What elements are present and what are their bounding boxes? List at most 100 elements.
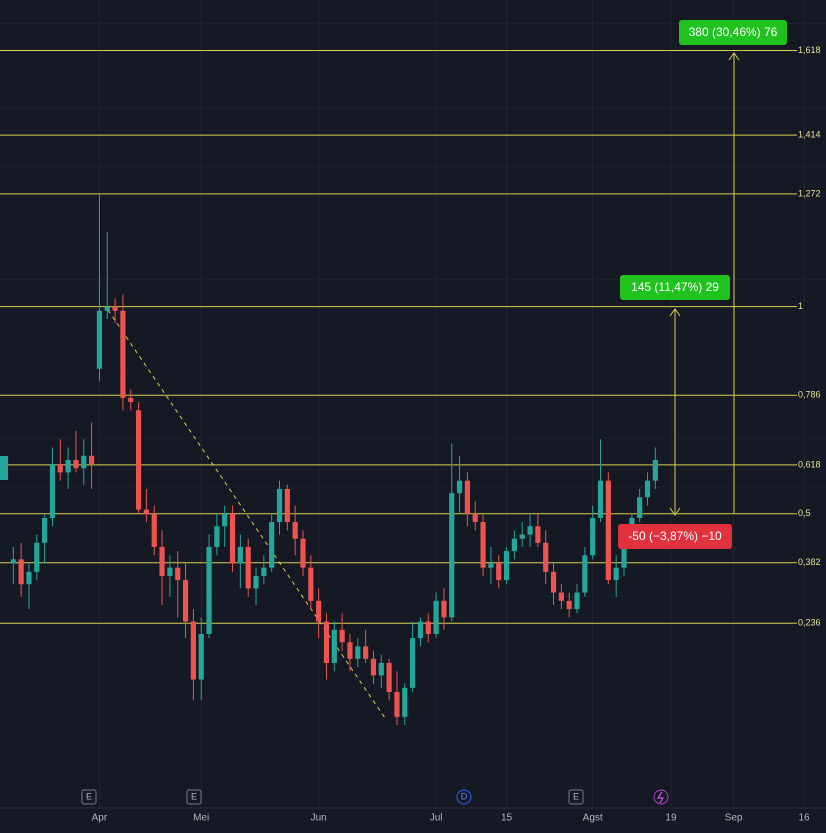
candle-body <box>190 621 196 680</box>
event-marker: E <box>86 791 92 801</box>
candle-body <box>339 629 345 643</box>
candle-body <box>355 646 361 659</box>
candle-body <box>652 459 658 481</box>
fib-label: 0,786 <box>798 390 821 400</box>
candle-body <box>605 480 611 581</box>
x-tick-label: 15 <box>501 813 513 824</box>
candle-body <box>503 551 510 581</box>
candle-body <box>159 546 165 576</box>
x-tick-label: Jul <box>430 813 443 824</box>
x-tick-label: Mei <box>193 813 209 824</box>
annotation-box <box>679 20 787 45</box>
event-marker: D <box>461 791 468 801</box>
x-tick-label: Sep <box>725 813 743 824</box>
candle-body <box>128 397 134 402</box>
x-tick-label: 19 <box>665 813 677 824</box>
candle-body <box>18 559 24 585</box>
candle-body <box>42 517 48 543</box>
candle-body <box>488 563 494 568</box>
candle-body <box>441 600 447 618</box>
candle-body <box>456 480 463 494</box>
candle-body <box>417 621 424 639</box>
candle-body <box>182 580 189 622</box>
candle-body <box>386 662 392 692</box>
candle-body <box>621 534 627 568</box>
candle-body <box>81 455 87 469</box>
fib-label: 0,5 <box>798 508 811 518</box>
candle-body <box>566 600 572 610</box>
candle-body <box>496 563 502 581</box>
candle-body <box>597 480 604 518</box>
candle-body <box>292 522 298 539</box>
candle-body <box>10 559 16 564</box>
candle-body <box>316 600 322 622</box>
candle-body <box>104 306 110 311</box>
candle-body <box>590 517 596 556</box>
candle-body <box>198 633 204 680</box>
candle-body <box>175 567 181 581</box>
candle-body <box>363 646 369 659</box>
candle-body <box>637 497 643 518</box>
fib-label: 1 <box>798 301 803 311</box>
candle-body <box>543 542 549 572</box>
candle-body <box>151 513 157 547</box>
candle-body <box>167 567 173 576</box>
candle-body <box>135 410 142 510</box>
candle-body <box>347 642 353 659</box>
candle-body <box>519 534 525 539</box>
annotation: 145 (11,47%) 29 <box>631 280 719 294</box>
candle-body <box>410 638 416 688</box>
candle-body <box>49 464 56 518</box>
fib-label: 1,272 <box>798 188 821 198</box>
candle-body <box>464 480 471 514</box>
candle-body <box>574 592 580 610</box>
candle-body <box>73 459 79 469</box>
trend-line <box>107 309 386 719</box>
candle-body <box>229 513 236 564</box>
x-tick-label: 16 <box>799 813 811 824</box>
candle-body <box>120 310 126 398</box>
candle-body <box>57 464 63 473</box>
candle-body <box>89 455 95 465</box>
candle-body <box>26 571 32 585</box>
candle-body <box>402 687 408 717</box>
candle-body <box>34 542 40 572</box>
candle-body <box>261 567 267 576</box>
candle-body <box>378 662 384 676</box>
annotation: 380 (30,46%) 76 <box>689 25 778 39</box>
x-tick-label: Agst <box>583 813 603 824</box>
fib-label: 1,618 <box>798 45 821 55</box>
candle-body <box>535 526 541 543</box>
candle-body <box>206 546 212 634</box>
candle-body <box>449 493 455 618</box>
candle-body <box>433 600 439 634</box>
event-marker: E <box>191 791 197 801</box>
candle-body <box>527 526 533 535</box>
fib-label: 0,236 <box>798 618 821 628</box>
candle-body <box>308 567 314 601</box>
fib-label: 0,382 <box>798 557 821 567</box>
event-marker: E <box>573 791 579 801</box>
candle-body <box>511 538 517 552</box>
candle-body <box>323 621 330 663</box>
candle-body <box>331 629 337 663</box>
annotation-box <box>618 524 732 549</box>
candle-body <box>550 571 557 593</box>
candle-body <box>644 480 651 498</box>
candle-body <box>394 691 400 717</box>
price-tag <box>0 456 8 480</box>
fib-label: 1,414 <box>798 129 821 139</box>
candle-body <box>370 658 377 676</box>
event-markers: E E D E <box>81 789 669 805</box>
candle-body <box>558 592 564 601</box>
candle-body <box>472 513 478 523</box>
candle-body <box>276 488 283 523</box>
candle-body <box>613 567 619 581</box>
candle-body <box>425 621 431 634</box>
annotation-box <box>620 275 730 300</box>
fib-label: 0,618 <box>798 459 821 469</box>
candle-body <box>284 488 290 523</box>
candle-body <box>143 509 150 514</box>
